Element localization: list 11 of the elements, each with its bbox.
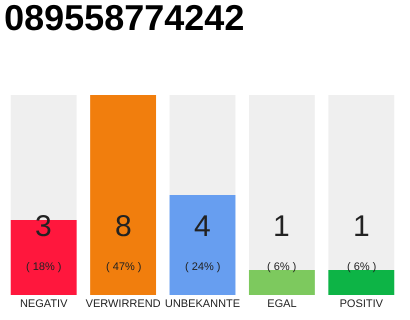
x-tick-label: UNBEKANNTE [164, 298, 240, 310]
x-tick-label: VERWIRREND [86, 298, 161, 310]
data-label: 1 ( 6% ) [347, 210, 376, 273]
data-label: 3 ( 18% ) [26, 210, 62, 273]
data-label: 8 ( 47% ) [106, 210, 142, 273]
chart-title: 089558774242 [4, 0, 244, 38]
data-label: 1 ( 6% ) [267, 210, 296, 273]
x-tick-label: POSITIV [340, 298, 384, 310]
x-tick-label: NEGATIV [20, 298, 68, 310]
data-label: 4 ( 24% ) [185, 210, 220, 273]
x-tick-label: EGAL [267, 298, 297, 310]
